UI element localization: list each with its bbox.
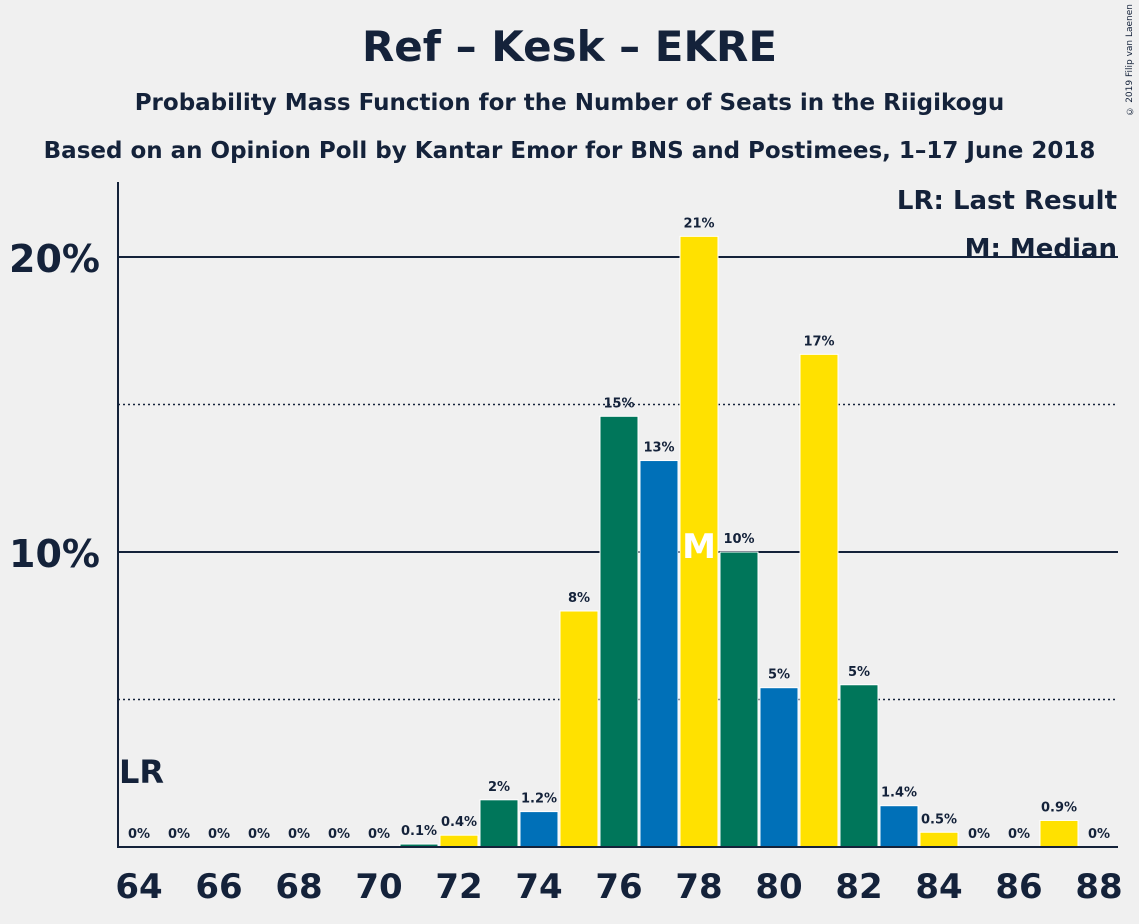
x-tick-label: 70	[355, 867, 402, 907]
bar-value-label: 2%	[488, 780, 510, 795]
median-marker: M	[682, 527, 716, 567]
y-tick-label: 10%	[9, 532, 100, 576]
bar-value-label: 15%	[603, 396, 634, 411]
x-tick-label: 64	[115, 867, 162, 907]
chart-subtitle: Probability Mass Function for the Number…	[134, 90, 1005, 116]
x-tick-label: 68	[275, 867, 322, 907]
bar-seat-87	[1039, 819, 1079, 848]
bar-value-label: 0%	[1088, 827, 1110, 842]
bar-value-label: 1.4%	[881, 786, 917, 801]
bar-value-label: 0%	[208, 827, 230, 842]
chart-title: Ref – Kesk – EKRE	[361, 22, 778, 71]
x-tick-label: 88	[1075, 867, 1122, 907]
legend-median: M: Median	[965, 234, 1117, 264]
bar-value-label: 0.1%	[401, 824, 437, 839]
x-tick-label: 72	[435, 867, 482, 907]
x-tick-label: 66	[195, 867, 242, 907]
legend-last-result: LR: Last Result	[897, 186, 1117, 216]
bar-seat-73	[479, 799, 519, 848]
x-tick-label: 86	[995, 867, 1042, 907]
bar-value-label: 8%	[568, 591, 590, 606]
bar-seat-81	[799, 353, 839, 848]
x-tick-label: 78	[675, 867, 722, 907]
bar-seat-83	[879, 805, 919, 848]
x-tick-label: 80	[755, 867, 802, 907]
bar-value-label: 13%	[643, 441, 674, 456]
bar-value-label: 0%	[128, 827, 150, 842]
bar-value-label: 0%	[168, 827, 190, 842]
chart-source-note: Based on an Opinion Poll by Kantar Emor …	[43, 138, 1096, 164]
bar-value-label: 0%	[328, 827, 350, 842]
bar-value-label: 5%	[768, 668, 790, 683]
bar-value-label: 0%	[1008, 827, 1030, 842]
bar-seat-77	[639, 460, 679, 848]
x-tick-label: 82	[835, 867, 882, 907]
bar-seat-78	[679, 235, 719, 848]
bar-value-label: 0.9%	[1041, 800, 1077, 815]
bar-value-label: 0.4%	[441, 815, 477, 830]
bar-seat-80	[759, 687, 799, 848]
x-tick-label: 84	[915, 867, 962, 907]
bar-value-label: 0%	[968, 827, 990, 842]
bar-seat-79	[719, 551, 759, 848]
last-result-marker: LR	[119, 753, 164, 791]
bar-seat-84	[919, 831, 959, 848]
bar-value-label: 5%	[848, 665, 870, 680]
bar-value-label: 0%	[288, 827, 310, 842]
y-tick-label: 20%	[9, 237, 100, 281]
bar-seat-82	[839, 684, 879, 848]
bar-seat-76	[599, 415, 639, 848]
bar-seat-74	[519, 811, 559, 848]
x-tick-label: 76	[595, 867, 642, 907]
bar-seat-75	[559, 610, 599, 848]
bar-value-label: 1.2%	[521, 792, 557, 807]
bar-value-label: 21%	[683, 216, 714, 231]
bar-value-label: 0%	[368, 827, 390, 842]
bar-value-label: 0%	[248, 827, 270, 842]
x-tick-label: 74	[515, 867, 562, 907]
bar-value-label: 0.5%	[921, 812, 957, 827]
bar-seat-72	[439, 834, 479, 848]
bar-value-label: 17%	[803, 334, 834, 349]
bar-value-label: 10%	[723, 532, 754, 547]
